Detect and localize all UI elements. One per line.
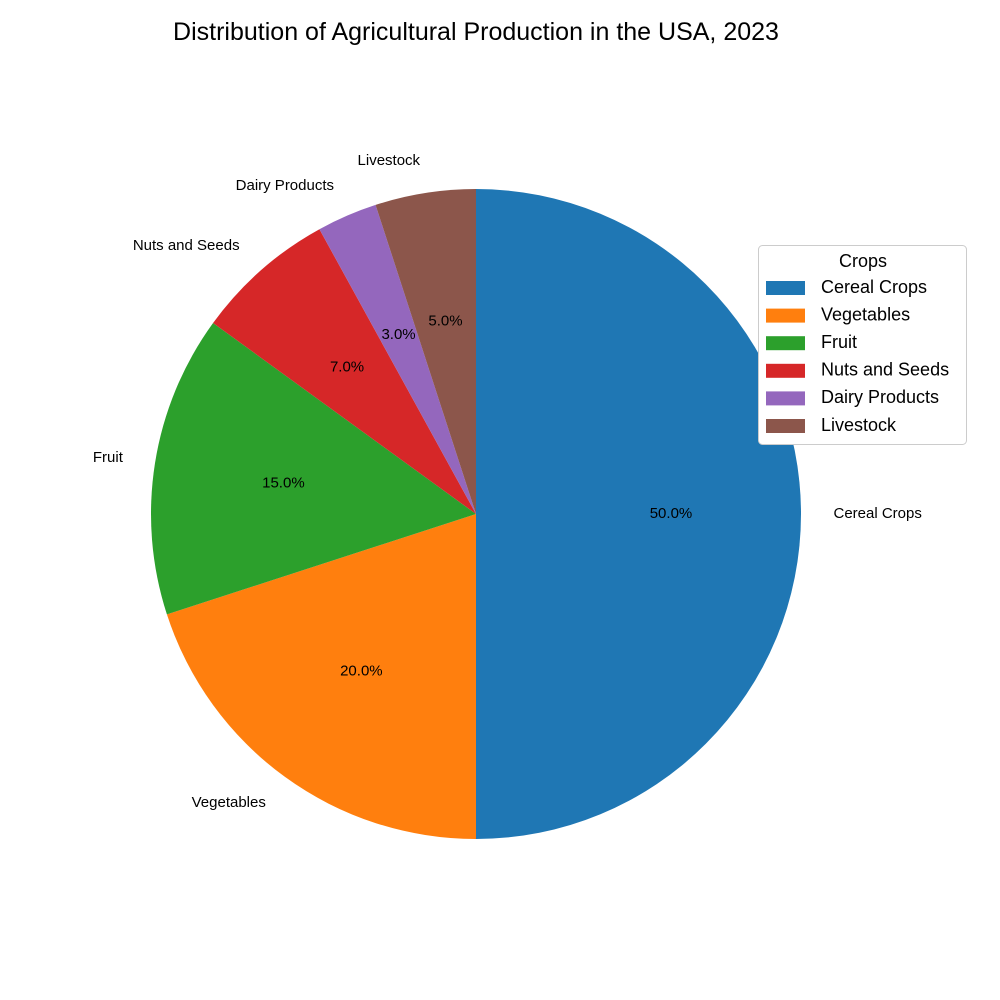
pie-slice-dairy-products [319, 204, 476, 515]
legend-label-fruit: Fruit [821, 332, 857, 352]
legend: Crops Cereal Crops Vegetables Fruit Nuts an… [758, 245, 967, 445]
legend-title: Crops [839, 251, 887, 271]
pie-slice-cereal-crops [476, 189, 801, 839]
legend-items: Cereal Crops Vegetables Fruit Nuts and Seed… [766, 277, 949, 435]
chart-title: Distribution of Agricultural Production … [173, 18, 779, 46]
legend-label-cereal-crops: Cereal Crops [821, 277, 927, 297]
slice-labels: Cereal Crops Vegetables Fruit Nuts and Seed… [93, 152, 922, 811]
slice-label-vegetables: Vegetables [192, 794, 266, 811]
slice-label-livestock: Livestock [358, 152, 421, 169]
legend-label-vegetables: Vegetables [821, 304, 910, 324]
pie-slice-livestock [375, 189, 476, 514]
slice-label-dairy-products: Dairy Products [236, 177, 334, 194]
legend-swatch-fruit [766, 336, 805, 351]
legend-swatch-dairy-products [766, 391, 805, 406]
slice-label-fruit: Fruit [93, 449, 124, 466]
legend-swatch-nuts-and-seeds [766, 363, 805, 378]
legend-label-livestock: Livestock [821, 415, 897, 435]
percent-labels: 50.0% 20.0% 15.0% 7.0% 3.0% 5.0% [262, 312, 692, 679]
legend-swatch-livestock [766, 419, 805, 433]
percent-label-cereal-crops: 50.0% [650, 505, 693, 522]
legend-swatch-cereal-crops [766, 281, 805, 295]
legend-swatch-vegetables [766, 308, 805, 323]
legend-frame [758, 245, 967, 445]
percent-label-fruit: 15.0% [262, 474, 305, 491]
pie-slices [150, 189, 801, 839]
pie-slice-nuts-and-seeds [213, 229, 477, 515]
percent-label-livestock: 5.0% [428, 312, 462, 329]
slice-label-cereal-crops: Cereal Crops [834, 505, 922, 522]
slice-label-nuts-and-seeds: Nuts and Seeds [133, 237, 240, 254]
pie-slice-vegetables [166, 514, 477, 839]
legend-label-dairy-products: Dairy Products [821, 387, 939, 407]
pie-slice-fruit [150, 322, 476, 615]
percent-label-vegetables: 20.0% [340, 663, 383, 680]
legend-label-nuts-and-seeds: Nuts and Seeds [821, 360, 949, 380]
percent-label-nuts-and-seeds: 7.0% [330, 359, 364, 376]
percent-label-dairy-products: 3.0% [381, 326, 415, 343]
